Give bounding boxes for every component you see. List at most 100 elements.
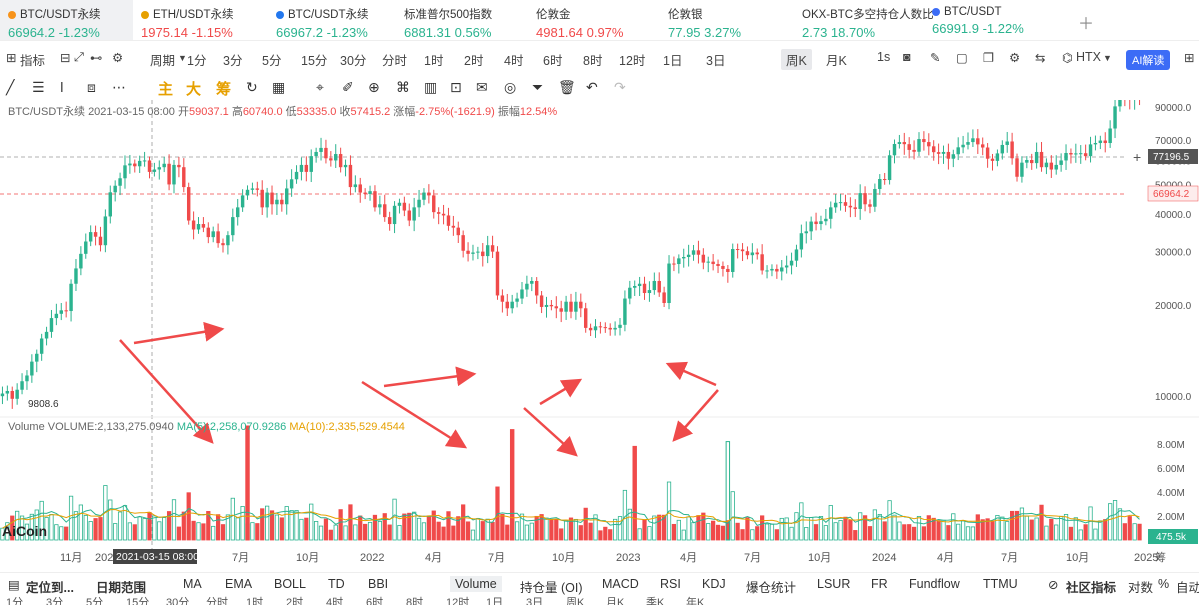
exchange-select[interactable]: HTX xyxy=(1076,50,1101,64)
ai-interpret-button[interactable]: AI解读 xyxy=(1126,50,1171,70)
bottom-timeframe-16[interactable]: 季K xyxy=(646,597,665,605)
ticker-7[interactable]: BTC/USDT 66991.9 -1.22% xyxy=(924,0,1064,40)
timeframe-0[interactable]: 1分 xyxy=(187,54,207,68)
gear-icon[interactable]: ⚙ xyxy=(1009,51,1021,65)
bottom-timeframe-12[interactable]: 1日 xyxy=(486,597,504,605)
timeframe-9[interactable]: 6时 xyxy=(543,54,563,68)
cursor-icon[interactable]: ⌖ xyxy=(316,79,324,95)
bottom-timeframe-1[interactable]: 3分 xyxy=(46,597,64,605)
timeframe-1[interactable]: 3分 xyxy=(223,54,243,68)
chevron-down-icon[interactable]: ▼ xyxy=(178,53,187,63)
sub-indicator-0[interactable]: Volume xyxy=(450,576,502,592)
exchange-icon[interactable]: ⌬ xyxy=(1062,51,1073,65)
sub-indicator-1[interactable]: 持仓量 (OI) xyxy=(520,581,583,595)
community-icon[interactable]: ⊘ xyxy=(1048,578,1059,592)
timeframe-11[interactable]: 12时 xyxy=(619,54,646,68)
bottom-timeframe-4[interactable]: 30分 xyxy=(166,597,190,605)
bottom-timeframe-10[interactable]: 8时 xyxy=(406,597,424,605)
redo-icon[interactable]: ↷ xyxy=(614,79,626,95)
timeframe-6[interactable]: 1时 xyxy=(424,54,444,68)
indicator-button[interactable]: 指标 xyxy=(20,54,46,68)
sub-indicator-4[interactable]: KDJ xyxy=(702,577,726,591)
big-order-button[interactable]: 大 xyxy=(186,81,202,98)
bottom-timeframe-5[interactable]: 分时 xyxy=(206,597,228,605)
sub-indicator-3[interactable]: RSI xyxy=(660,577,681,591)
bottom-timeframe-14[interactable]: 周K xyxy=(566,597,585,605)
timeframe-15[interactable]: 月K xyxy=(826,54,847,68)
main-indicator-1[interactable]: EMA xyxy=(225,577,253,591)
main-indicator-0[interactable]: MA xyxy=(183,577,202,591)
ticker-6[interactable]: OKX-BTC多空持仓人数比 2.73 18.70% xyxy=(794,0,934,40)
indicator-icon[interactable]: ⊞ xyxy=(6,51,17,65)
pattern-icon[interactable]: ⋯ xyxy=(112,79,126,95)
bottom-timeframe-8[interactable]: 4时 xyxy=(326,597,344,605)
timeframe-2[interactable]: 5分 xyxy=(262,54,282,68)
bottom-timeframe-15[interactable]: 月K xyxy=(606,597,625,605)
community-indicators[interactable]: 社区指标 xyxy=(1066,581,1117,595)
sec-button[interactable]: 1s xyxy=(877,50,891,64)
bottom-timeframe-3[interactable]: 15分 xyxy=(126,597,150,605)
timeframe-10[interactable]: 8时 xyxy=(583,54,603,68)
timeframe-7[interactable]: 2时 xyxy=(464,54,484,68)
more-icon[interactable]: ⊞ xyxy=(1184,51,1195,65)
timeframe-3[interactable]: 15分 xyxy=(301,54,328,68)
timeframe-14[interactable]: 周K xyxy=(781,49,812,70)
camera-icon[interactable]: ◙ xyxy=(903,50,911,64)
undo-icon[interactable]: ↶ xyxy=(586,79,598,95)
bottom-timeframe-11[interactable]: 12时 xyxy=(446,597,470,605)
eye-icon[interactable]: ◎ xyxy=(504,79,517,95)
zoom-icon[interactable]: ⊕ xyxy=(368,79,380,95)
timeframe-13[interactable]: 3日 xyxy=(706,54,726,68)
bottom-timeframe-2[interactable]: 5分 xyxy=(86,597,104,605)
channel-tool-icon[interactable]: ☰ xyxy=(32,79,45,95)
lock-icon[interactable]: ⊡ xyxy=(450,79,462,95)
bars-icon[interactable]: ▥ xyxy=(424,79,438,95)
bottom-timeframe-9[interactable]: 6时 xyxy=(366,597,384,605)
trash-icon[interactable]: 🗑 xyxy=(558,79,576,95)
sub-indicator-6[interactable]: LSUR xyxy=(817,577,851,591)
fullscreen-icon[interactable]: ⤢ xyxy=(74,50,85,64)
main-indicator-3[interactable]: TD xyxy=(328,577,345,591)
settings-icon[interactable]: ⚙ xyxy=(112,51,124,65)
bottom-timeframe-7[interactable]: 2时 xyxy=(286,597,304,605)
date-range-button[interactable]: 日期范围 xyxy=(96,581,147,595)
timeframe-12[interactable]: 1日 xyxy=(663,54,683,68)
locate-icon[interactable]: ▤ xyxy=(8,578,20,592)
main-indicator-2[interactable]: BOLL xyxy=(274,577,306,591)
vertical-line-icon[interactable]: ǀ xyxy=(60,79,64,95)
ticker-1[interactable]: ETH/USDT永续 1975.14 -1.15% xyxy=(133,0,268,40)
copy-icon[interactable]: ❐ xyxy=(983,51,995,65)
window-icon[interactable]: ▢ xyxy=(956,51,968,65)
chip-button[interactable]: 筹 xyxy=(216,81,232,98)
sub-indicator-2[interactable]: MACD xyxy=(602,577,639,591)
grid-icon[interactable]: ▦ xyxy=(272,79,286,95)
pitchfork-icon[interactable]: ⧈ xyxy=(87,79,96,95)
ticker-5[interactable]: 伦敦银 77.95 3.27% xyxy=(660,0,794,40)
sub-indicator-8[interactable]: Fundflow xyxy=(909,577,960,591)
ticker-3[interactable]: 标准普尔500指数 6881.31 0.56% xyxy=(396,0,528,40)
link-icon[interactable]: ⊷ xyxy=(90,51,103,65)
layout-icon[interactable]: ⊟ xyxy=(60,51,71,65)
filter-icon[interactable]: ⏷ xyxy=(532,79,544,95)
sub-indicator-7[interactable]: FR xyxy=(871,577,888,591)
locate-button[interactable]: 定位到... xyxy=(26,581,74,595)
sub-indicator-9[interactable]: TTMU xyxy=(983,577,1018,591)
main-force-button[interactable]: 主 xyxy=(158,81,174,98)
bottom-timeframe-17[interactable]: 年K xyxy=(686,597,705,605)
line-tool-icon[interactable]: ╱ xyxy=(6,79,15,95)
bottom-timeframe-0[interactable]: 1分 xyxy=(6,597,24,605)
sub-indicator-5[interactable]: 爆仓统计 xyxy=(746,581,797,595)
timeframe-5[interactable]: 分时 xyxy=(382,54,408,68)
magnet-icon[interactable]: ⌘ xyxy=(396,79,410,95)
main-indicator-4[interactable]: BBI xyxy=(368,577,389,591)
compare-icon[interactable]: ⇆ xyxy=(1035,51,1046,65)
timeframe-4[interactable]: 30分 xyxy=(340,54,367,68)
percent-scale[interactable]: % xyxy=(1158,577,1170,591)
period-button[interactable]: 周期 xyxy=(150,54,176,68)
log-scale[interactable]: 对数 xyxy=(1128,581,1154,595)
pencil-icon[interactable]: ✎ xyxy=(930,51,941,65)
ticker-0[interactable]: BTC/USDT永续 66964.2 -1.23% xyxy=(0,0,133,40)
chevron-down-icon[interactable]: ▼ xyxy=(1103,53,1112,63)
add-ticker-icon[interactable]: ＋ xyxy=(1078,16,1095,33)
ticker-4[interactable]: 伦敦金 4981.64 0.97% xyxy=(528,0,660,40)
